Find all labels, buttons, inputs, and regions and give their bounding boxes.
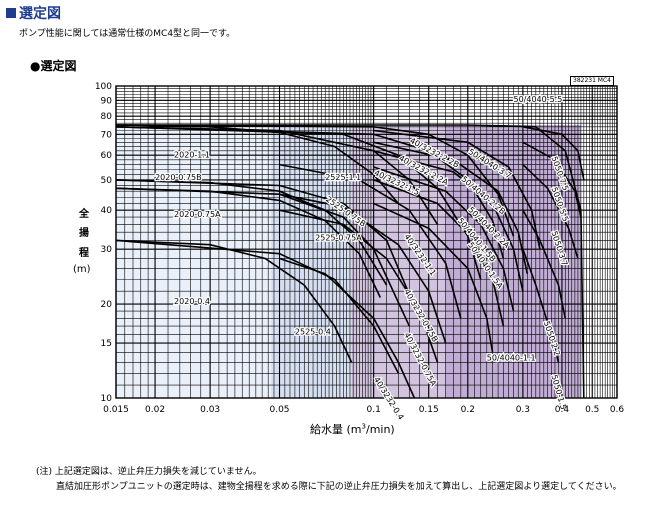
note-line-2: 直結加圧形ポンプユニットの選定時は、建物全揚程を求める際に下記の逆止弁圧力損失を… bbox=[56, 482, 622, 492]
x-tick-label: 0.5 bbox=[585, 405, 599, 415]
curve-50-4040-1-5a bbox=[373, 179, 505, 327]
ylabel-char-1: 全 bbox=[79, 209, 89, 220]
x-tick-label: 0.4 bbox=[555, 405, 570, 415]
curve-5050-2-2 bbox=[522, 209, 567, 319]
curve-50-4040-1-5b bbox=[373, 166, 515, 312]
x-axis-label: 給水量 (m3/min) bbox=[310, 422, 395, 436]
series-label: 50/4040-1.1 bbox=[487, 353, 536, 362]
y-tick-label: 10 bbox=[101, 394, 113, 404]
series-label: 2525-0.75A bbox=[315, 233, 362, 242]
y-tick-label: 100 bbox=[95, 82, 112, 92]
curve-2525-0-75a bbox=[115, 187, 411, 327]
curve-40-3232-0-75a bbox=[279, 209, 439, 363]
series-label: 2020-0.75A bbox=[174, 210, 221, 219]
subtitle: ポンプ性能に関しては通常仕様のMC4型と同一です。 bbox=[19, 29, 236, 39]
curve-40-3232-0-4 bbox=[279, 257, 416, 399]
curve-50-4040-3-7 bbox=[373, 129, 541, 250]
x-tick-label: 0.3 bbox=[516, 405, 530, 415]
x-tick-label: 0.05 bbox=[269, 405, 289, 415]
y-tick-label: 70 bbox=[101, 130, 113, 140]
x-tick-label: 0.6 bbox=[610, 405, 625, 415]
plot-frame bbox=[115, 85, 618, 399]
y-tick-label: 60 bbox=[101, 151, 113, 161]
y-tick-label: 30 bbox=[101, 245, 113, 255]
series-label: 2020-0.4 bbox=[174, 297, 210, 306]
ylabel-unit: (m) bbox=[73, 264, 91, 275]
curve-50-4040-2-2a bbox=[373, 150, 524, 292]
ylabel-char-3: 程 bbox=[79, 248, 89, 259]
y-tick-label: 15 bbox=[101, 339, 112, 349]
curve-40-3232-1-5 bbox=[115, 126, 482, 280]
y-tick-label: 80 bbox=[101, 112, 113, 122]
x-tick-label: 0.15 bbox=[419, 405, 439, 415]
curve-40-3232-2-2b bbox=[115, 124, 515, 237]
page-title: 選定図 bbox=[19, 6, 61, 22]
curve-50-4040-5-5 bbox=[116, 124, 585, 399]
curve-2525-0-75b bbox=[115, 179, 421, 319]
x-tick-label: 0.02 bbox=[145, 405, 165, 415]
y-tick-label: 50 bbox=[101, 176, 113, 186]
header-mark bbox=[6, 8, 16, 18]
y-tick-label: 40 bbox=[101, 206, 113, 216]
curve-5050-1-5 bbox=[522, 248, 560, 363]
curve-40-3232-2-2a bbox=[115, 126, 505, 259]
curve-50-4040-1-1 bbox=[373, 202, 494, 353]
curve-2525-0-4 bbox=[115, 239, 400, 374]
section-title: ●選定図 bbox=[30, 59, 77, 73]
x-tick-label: 0.2 bbox=[461, 405, 475, 415]
x-tick-label: 0.1 bbox=[366, 405, 380, 415]
region-1 bbox=[271, 126, 352, 398]
curve-5050-7-5 bbox=[522, 126, 585, 181]
series-label: 2525-0.4 bbox=[295, 327, 331, 336]
curve-2020-0-4 bbox=[115, 239, 353, 363]
series-label: 50/4040-5.5 bbox=[513, 95, 562, 104]
series-label: 2020-0.75B bbox=[155, 173, 202, 182]
curve-50-4040-2-2b bbox=[373, 141, 529, 274]
note-line-1: (注) 上記選定図は、逆止弁圧力損失を減じていません。 bbox=[36, 467, 262, 477]
curve-2020-1-1 bbox=[115, 124, 400, 205]
x-tick-label: 0.015 bbox=[103, 405, 129, 415]
curve-40-3232-0-75b bbox=[279, 193, 447, 344]
series-label: 2525-1.1 bbox=[325, 173, 361, 182]
y-tick-label: 20 bbox=[101, 300, 113, 310]
x-tick-label: 0.03 bbox=[200, 405, 220, 415]
curve-40-3232-1-1 bbox=[279, 163, 462, 319]
curve-5050-3-7 bbox=[522, 164, 579, 259]
region-0 bbox=[116, 126, 272, 398]
series-label: 2020-1.1 bbox=[174, 150, 210, 159]
ylabel-char-2: 揚 bbox=[79, 228, 89, 239]
curve-5050-5-5 bbox=[522, 141, 582, 218]
y-tick-label: 90 bbox=[101, 96, 113, 106]
